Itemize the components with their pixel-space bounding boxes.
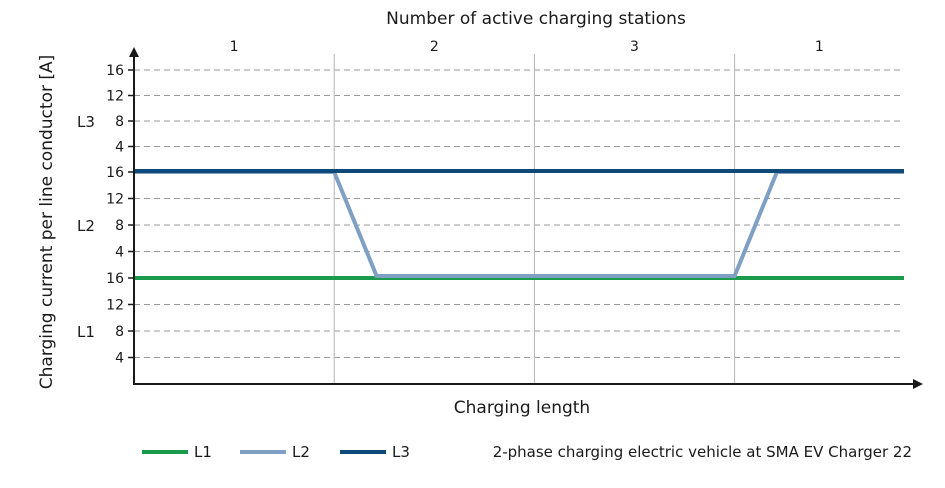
y-tick-label-l1-16: 16 [106, 271, 124, 287]
y-tick-label-l3-16: 16 [106, 63, 124, 79]
band-labels: L1 L2 L3 [77, 113, 95, 341]
band-label-l3: L3 [77, 113, 95, 131]
y-tick-label-l2-8: 8 [115, 218, 124, 234]
legend-label-l3: L3 [392, 443, 410, 461]
y-tick-labels: 4 8 12 16 4 8 12 16 4 8 12 16 [106, 63, 134, 367]
y-tick-label-l2-12: 12 [106, 192, 124, 208]
y-tick-label-l2-4: 4 [115, 245, 124, 261]
y-tick-label-l1-4: 4 [115, 351, 124, 367]
station-count-label-1: 1 [230, 39, 239, 55]
y-tick-label-l1-12: 12 [106, 298, 124, 314]
legend-label-l2: L2 [292, 443, 310, 461]
station-dividers [333, 54, 736, 384]
chart-note: 2-phase charging electric vehicle at SMA… [493, 443, 912, 461]
legend-label-l1: L1 [194, 443, 212, 461]
y-tick-label-l3-12: 12 [106, 89, 124, 105]
station-count-label-3: 3 [630, 39, 639, 55]
band-label-l2: L2 [77, 217, 95, 235]
station-count-label-2: 2 [430, 39, 439, 55]
station-count-labels: 1 2 3 1 [230, 39, 824, 55]
station-count-label-4: 1 [815, 39, 824, 55]
chart-title: Number of active charging stations [386, 9, 686, 29]
y-tick-label-l3-8: 8 [115, 114, 124, 130]
band-label-l1: L1 [77, 323, 95, 341]
series-lines [134, 169, 904, 280]
x-axis-title: Charging length [454, 398, 590, 418]
y-tick-label-l1-8: 8 [115, 324, 124, 340]
legend: L1 L2 L3 [142, 443, 410, 461]
y-axis-title: Charging current per line conductor [A] [37, 55, 57, 389]
y-tick-label-l3-4: 4 [115, 140, 124, 156]
gridlines [134, 69, 904, 358]
series-line-l2 [134, 170, 904, 278]
y-tick-label-l2-16: 16 [106, 165, 124, 181]
